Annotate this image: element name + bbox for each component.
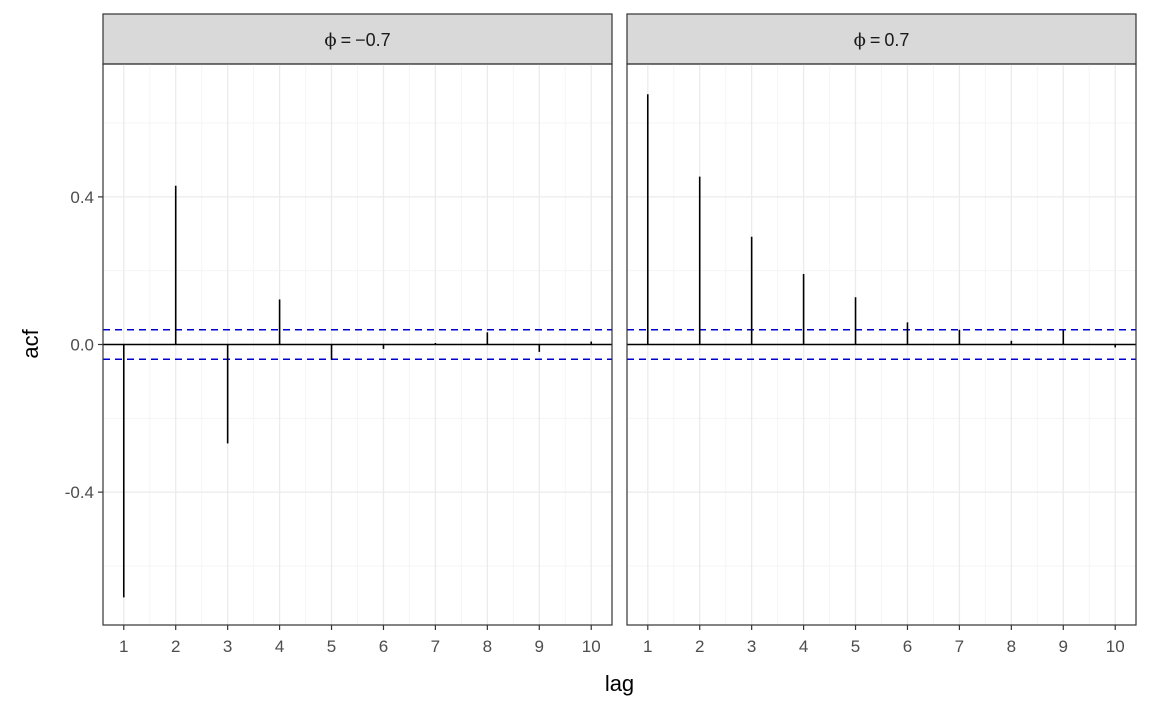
y-tick-label: 0.4 [70,188,94,207]
facet-1-x-tick-label: 3 [223,637,232,656]
facet-1-x-tick-label: 5 [327,637,336,656]
facet-2-panel-border [626,63,1137,626]
facet-1-x-tick-label: 4 [275,637,284,656]
facet-1-x-tick-label: 1 [119,637,128,656]
facet-1-strip-operator: = [341,30,352,50]
facet-1-strip-value: −0.7 [355,30,391,50]
facet-2-marks [627,94,1136,361]
facet-2-phi-symbol: ϕ [854,30,866,51]
facet-1-marks [103,185,612,598]
y-tick-label: -0.4 [65,483,94,502]
facet-2-strip-value: 0.7 [884,30,909,50]
facet-panel-2: ϕ = 0.7 [626,13,1137,626]
facet-2-strip-label: ϕ = 0.7 [854,30,910,51]
facet-1-x-axis: 1 2 3 4 5 6 7 8 9 10 [119,625,601,656]
facet-1-x-tick-label: 7 [431,637,440,656]
facet-2-x-tick-label: 5 [851,637,860,656]
facet-2-x-tick-label: 3 [747,637,756,656]
facet-2-x-tick-label: 2 [695,637,704,656]
y-axis: -0.4 0.0 0.4 [65,188,103,502]
facet-1-strip-label: ϕ = −0.7 [324,30,390,51]
facet-2-x-tick-label: 10 [1106,637,1125,656]
facet-2-x-axis: 1 2 3 4 5 6 7 8 9 10 [643,625,1125,656]
y-tick-label: 0.0 [70,336,94,355]
facet-1-x-tick-label: 2 [171,637,180,656]
facet-2-x-tick-label: 4 [799,637,808,656]
x-axis-title: lag [605,671,634,696]
facet-2-x-tick-label: 8 [1007,637,1016,656]
facet-1-x-tick-label: 6 [379,637,388,656]
facet-1-phi-symbol: ϕ [324,30,336,51]
facet-1-x-tick-label: 9 [535,637,544,656]
facet-1-x-tick-label: 8 [483,637,492,656]
facet-1-strip [102,13,613,65]
y-axis-title: acf [18,328,43,358]
facet-2-strip [626,13,1137,65]
facet-2-x-tick-label: 1 [643,637,652,656]
facet-1-x-tick-label: 10 [582,637,601,656]
facet-panel-1: ϕ = −0.7 [102,13,613,626]
facet-2-strip-operator: = [870,30,881,50]
facet-2-x-tick-label: 6 [903,637,912,656]
facet-2-x-tick-label: 9 [1059,637,1068,656]
facet-2-x-tick-label: 7 [955,637,964,656]
